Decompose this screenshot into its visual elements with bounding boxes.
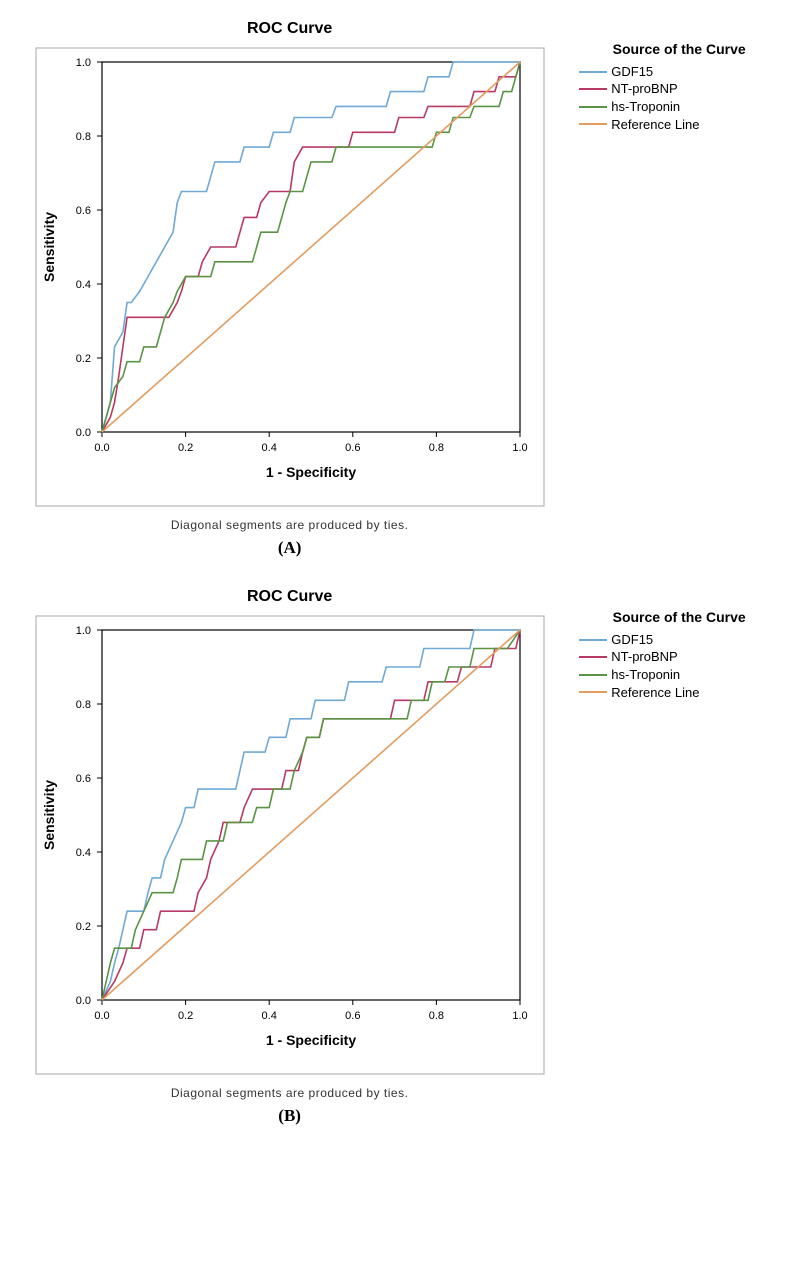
panel-1: ROC Curve0.00.20.40.60.81.00.00.20.40.60… — [20, 588, 779, 1126]
panel-label: (A) — [20, 538, 559, 558]
y-tick-label: 0.4 — [75, 847, 90, 859]
legend-label-ref: Reference Line — [611, 116, 699, 134]
legend-swatch-gdf15 — [579, 639, 607, 641]
y-axis-label: Sensitivity — [41, 780, 57, 850]
legend-item-ref: Reference Line — [579, 116, 779, 134]
x-tick-label: 0.6 — [345, 442, 360, 454]
legend-item-gdf15: GDF15 — [579, 631, 779, 649]
legend-item-hstrop: hs-Troponin — [579, 98, 779, 116]
legend-item-ntprobnp: NT-proBNP — [579, 648, 779, 666]
y-tick-label: 1.0 — [75, 57, 90, 69]
x-tick-label: 0.8 — [428, 1010, 443, 1022]
chart-area: 0.0 0.2 0.4 0.6 0.8 1.0 0.0 0.2 0.4 0.6 0.8 1.0 1 - … — [30, 42, 550, 512]
x-tick-label: 1.0 — [512, 442, 527, 454]
legend-swatch-ntprobnp — [579, 656, 607, 658]
x-tick-label: 0.6 — [345, 1010, 360, 1022]
y-tick-label: 0.8 — [75, 699, 90, 711]
chart-area: 0.0 0.2 0.4 0.6 0.8 1.0 0.0 0.2 0.4 0.6 0.8 1.0 1 - … — [30, 610, 550, 1080]
legend-title: Source of the Curve — [579, 40, 779, 59]
y-axis-label: Sensitivity — [41, 212, 57, 282]
chart-title: ROC Curve — [20, 588, 559, 606]
x-tick-label: 0.8 — [428, 442, 443, 454]
legend-label-hstrop: hs-Troponin — [611, 666, 680, 684]
y-tick-label: 0.2 — [75, 921, 90, 933]
y-tick-label: 1.0 — [75, 625, 90, 637]
y-tick-label: 0.6 — [75, 773, 90, 785]
x-tick-label: 0.2 — [178, 442, 193, 454]
roc-chart-svg: 0.0 0.2 0.4 0.6 0.8 1.0 0.0 0.2 0.4 0.6 0.8 1.0 1 - … — [30, 610, 550, 1080]
legend-swatch-ntprobnp — [579, 88, 607, 90]
chart-footnote: Diagonal segments are produced by ties. — [20, 518, 559, 532]
legend-box: Source of the Curve GDF15NT-proBNPhs-Trop… — [579, 608, 779, 701]
chart-frame — [36, 616, 544, 1074]
legend-swatch-hstrop — [579, 674, 607, 676]
roc-chart-svg: 0.0 0.2 0.4 0.6 0.8 1.0 0.0 0.2 0.4 0.6 0.8 1.0 1 - … — [30, 42, 550, 512]
x-axis-label: 1 - Specificity — [265, 1032, 355, 1048]
legend-swatch-hstrop — [579, 106, 607, 108]
legend-item-ref: Reference Line — [579, 684, 779, 702]
x-tick-label: 0.2 — [178, 1010, 193, 1022]
chart-title: ROC Curve — [20, 20, 559, 38]
legend-item-gdf15: GDF15 — [579, 63, 779, 81]
series-ref — [102, 630, 520, 1000]
y-tick-label: 0.0 — [75, 427, 90, 439]
panel-label: (B) — [20, 1106, 559, 1126]
chart-footnote: Diagonal segments are produced by ties. — [20, 1086, 559, 1100]
legend-box: Source of the Curve GDF15NT-proBNPhs-Trop… — [579, 40, 779, 133]
legend-label-gdf15: GDF15 — [611, 63, 653, 81]
x-tick-label: 1.0 — [512, 1010, 527, 1022]
legend-label-ntprobnp: NT-proBNP — [611, 80, 677, 98]
x-tick-label: 0.0 — [94, 442, 109, 454]
x-axis-label: 1 - Specificity — [265, 464, 355, 480]
legend-item-hstrop: hs-Troponin — [579, 666, 779, 684]
y-tick-label: 0.2 — [75, 353, 90, 365]
legend-swatch-gdf15 — [579, 71, 607, 73]
x-tick-label: 0.4 — [261, 442, 276, 454]
chart-block: ROC Curve0.00.20.40.60.81.00.00.20.40.60… — [20, 588, 559, 1126]
panel-0: ROC Curve0.00.20.40.60.81.00.00.20.40.60… — [20, 20, 779, 558]
legend-swatch-ref — [579, 691, 607, 693]
legend-item-ntprobnp: NT-proBNP — [579, 80, 779, 98]
legend-label-gdf15: GDF15 — [611, 631, 653, 649]
legend-swatch-ref — [579, 123, 607, 125]
x-tick-label: 0.0 — [94, 1010, 109, 1022]
y-tick-label: 0.4 — [75, 279, 90, 291]
chart-block: ROC Curve0.00.20.40.60.81.00.00.20.40.60… — [20, 20, 559, 558]
legend-label-ntprobnp: NT-proBNP — [611, 648, 677, 666]
y-tick-label: 0.6 — [75, 205, 90, 217]
legend-label-hstrop: hs-Troponin — [611, 98, 680, 116]
y-tick-label: 0.0 — [75, 995, 90, 1007]
x-tick-label: 0.4 — [261, 1010, 276, 1022]
y-tick-label: 0.8 — [75, 131, 90, 143]
legend-title: Source of the Curve — [579, 608, 779, 627]
legend-label-ref: Reference Line — [611, 684, 699, 702]
